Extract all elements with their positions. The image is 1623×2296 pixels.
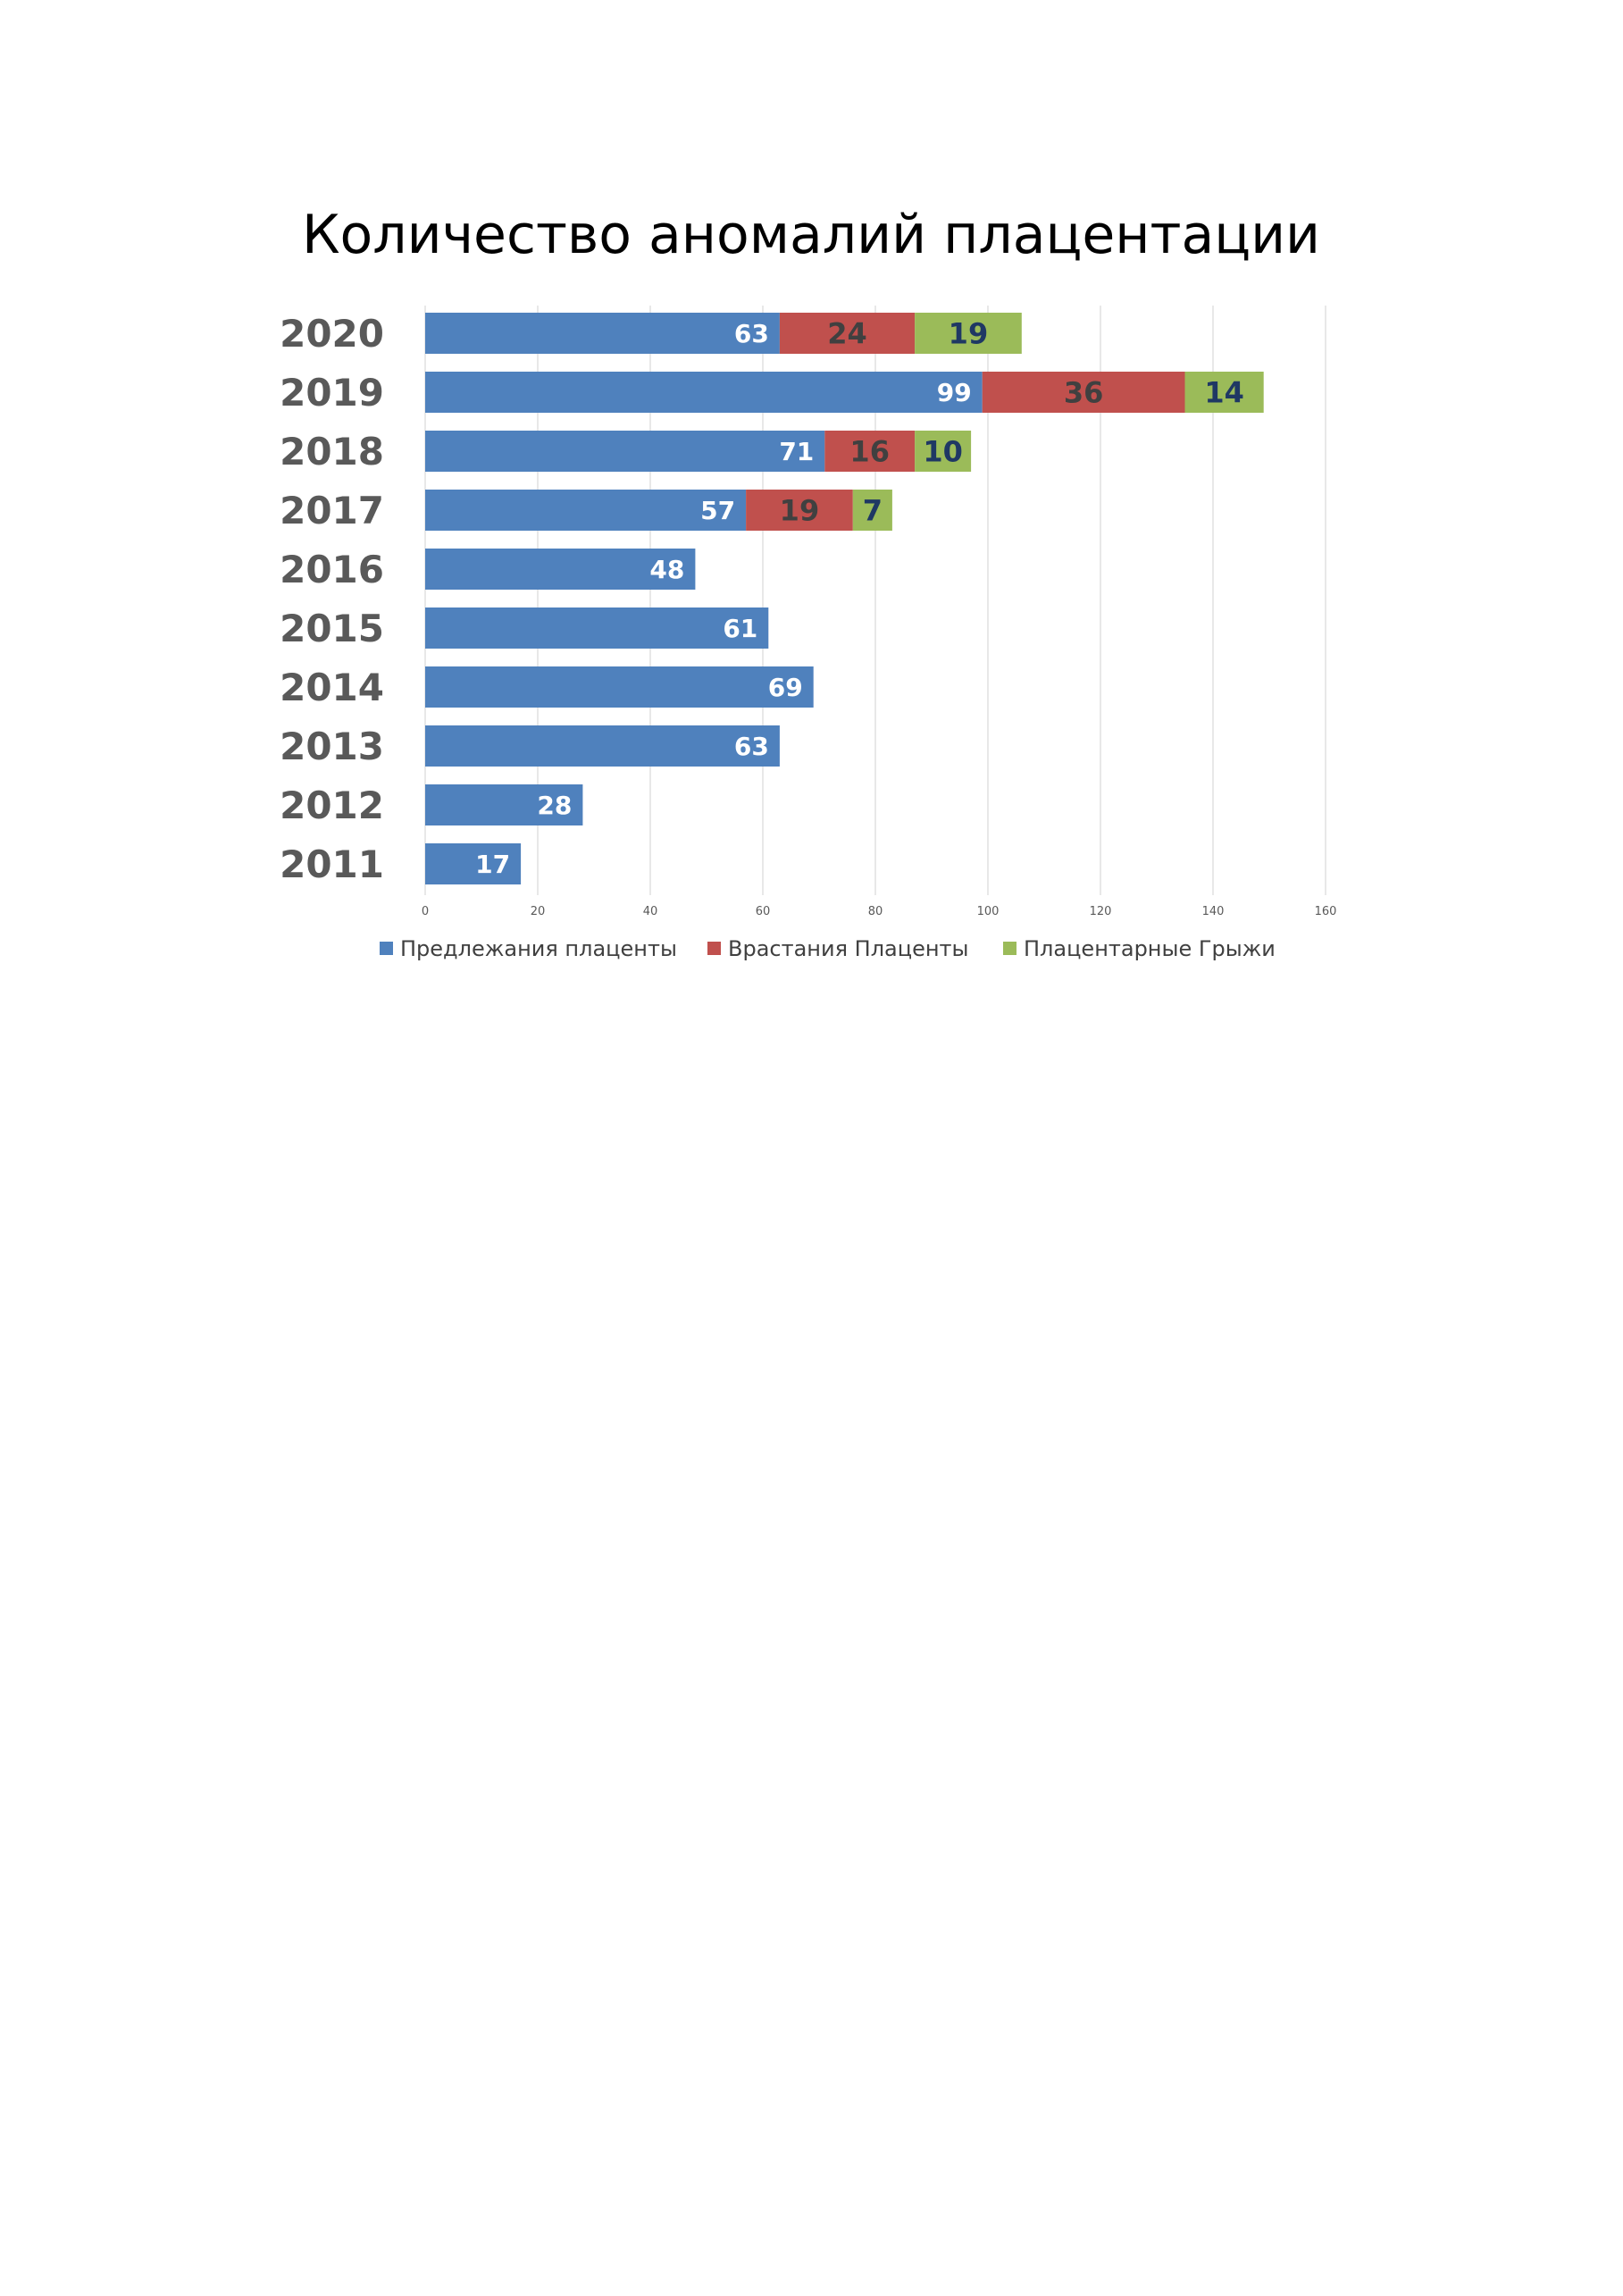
legend: Предлежания плаценты Врастания Плаценты Пл… — [380, 936, 1276, 961]
x-tick-label: 40 — [643, 905, 658, 918]
bar-segment — [779, 313, 916, 354]
legend-label: Плацентарные Грыжи — [1024, 936, 1276, 961]
bar-segment — [425, 372, 983, 413]
bar-segment — [425, 784, 583, 825]
data-label: 16 — [849, 435, 890, 469]
data-label: 19 — [780, 494, 820, 528]
x-tick-label: 120 — [1090, 905, 1112, 918]
data-label: 17 — [475, 850, 510, 879]
category-axis: 2020 2019 2018 2017 2016 2015 2014 2013 2012 2011 — [280, 312, 384, 886]
bar-segment — [425, 666, 814, 708]
x-tick-label: 160 — [1315, 905, 1337, 918]
data-label: 14 — [1204, 376, 1244, 410]
data-label: 48 — [649, 555, 684, 584]
data-label: 63 — [734, 319, 769, 348]
legend-swatch — [380, 942, 393, 955]
data-label: 19 — [949, 317, 989, 351]
bar-segment — [824, 431, 916, 472]
bar-segment — [852, 490, 892, 531]
category-label: 2014 — [280, 666, 384, 709]
category-label: 2018 — [280, 430, 384, 473]
bar-segment — [982, 372, 1185, 413]
x-tick-label: 20 — [531, 905, 546, 918]
legend-label: Врастания Плаценты — [728, 936, 968, 961]
data-label: 28 — [537, 791, 572, 820]
data-label: 57 — [700, 496, 735, 525]
data-label: 61 — [723, 614, 757, 643]
legend-swatch — [1003, 942, 1016, 955]
category-label: 2020 — [280, 312, 384, 356]
data-label: 63 — [734, 732, 769, 761]
chart-title: Количество аномалий плацентации — [302, 204, 1320, 266]
bar-segment — [425, 313, 780, 354]
bars — [425, 313, 1264, 884]
bar-segment — [425, 608, 769, 649]
x-tick-label: 60 — [756, 905, 771, 918]
bar-segment — [746, 490, 853, 531]
bar-segment — [425, 431, 825, 472]
value-axis: 0 20 40 60 80 100 120 140 160 — [422, 905, 1337, 918]
x-tick-label: 100 — [977, 905, 1000, 918]
category-label: 2015 — [280, 607, 384, 650]
data-label: 36 — [1064, 376, 1104, 410]
x-tick-label: 140 — [1202, 905, 1225, 918]
legend-swatch — [707, 942, 721, 955]
x-tick-label: 80 — [868, 905, 883, 918]
bar-segment — [915, 431, 972, 472]
bar-segment — [425, 725, 780, 767]
bar-segment — [425, 843, 522, 884]
data-label: 71 — [779, 437, 814, 466]
category-label: 2016 — [280, 548, 384, 591]
category-label: 2013 — [280, 725, 384, 768]
data-label: 24 — [827, 317, 867, 351]
bar-segment — [1184, 372, 1264, 413]
data-label: 69 — [768, 673, 803, 702]
category-label: 2011 — [280, 842, 384, 886]
bar-segment — [425, 490, 747, 531]
data-labels: 63 24 19 99 36 14 71 16 10 57 19 7 48 61 69 63 28 17 — [475, 317, 1244, 880]
category-label: 2017 — [280, 489, 384, 532]
data-label: 10 — [923, 435, 963, 469]
category-label: 2019 — [280, 371, 384, 415]
bar-segment — [425, 549, 696, 590]
data-label: 99 — [937, 378, 972, 407]
data-label: 7 — [863, 494, 883, 528]
x-tick-label: 0 — [422, 905, 429, 918]
category-label: 2012 — [280, 783, 384, 827]
bar-segment — [915, 313, 1022, 354]
legend-label: Предлежания плаценты — [400, 936, 677, 961]
